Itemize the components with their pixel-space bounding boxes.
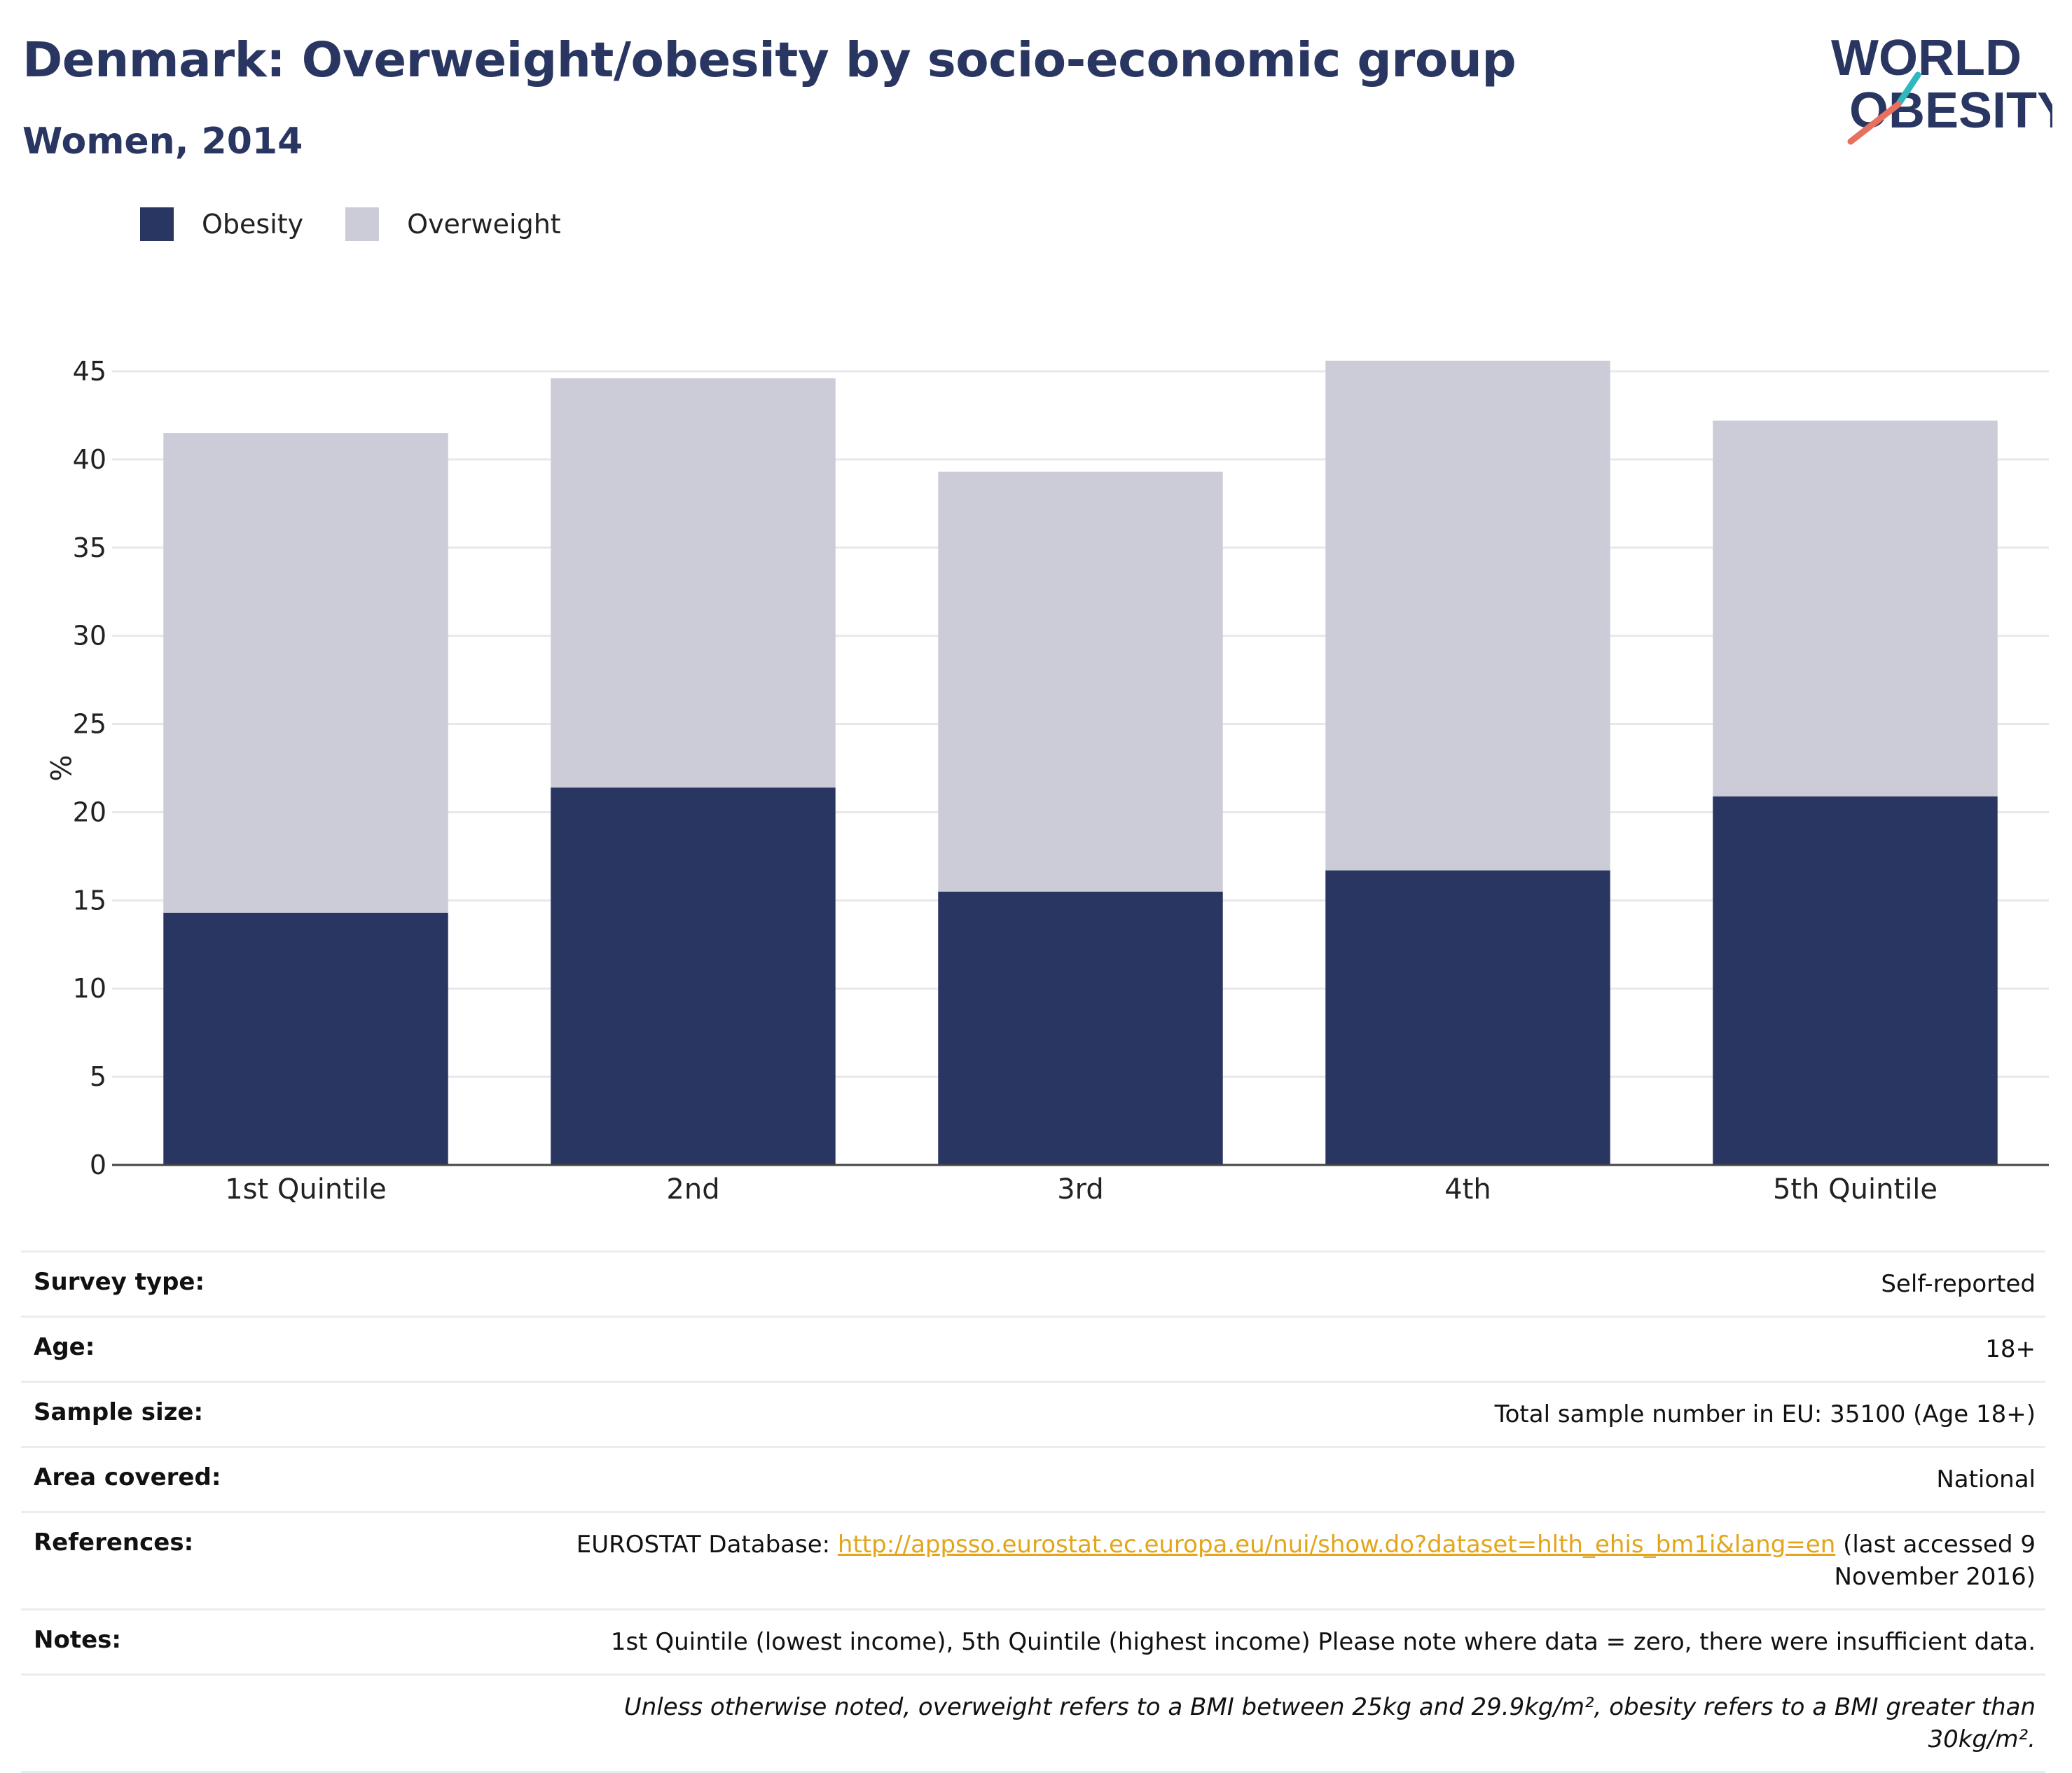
y-tick-label-35: 35 [73, 532, 106, 563]
age-label: Age: [21, 1316, 524, 1382]
bar-obesity-5 [1713, 796, 1998, 1165]
sample-size-value: Total sample number in EU: 35100 (Age 18… [524, 1381, 2045, 1447]
survey-info-table: Survey type: Self-reported Age: 18+ Samp… [21, 1250, 2045, 1773]
logo-text-obesity: OBESITY [1849, 83, 2052, 139]
references-label: References: [21, 1511, 524, 1610]
logo-teal-stroke [1896, 71, 1921, 106]
bar-overweight-4 [1325, 360, 1610, 871]
x-tick-label-4: 4th [1444, 1173, 1491, 1206]
bar-overweight-1 [163, 433, 448, 913]
y-tick-label-10: 10 [73, 973, 106, 1004]
bar-overweight-3 [938, 471, 1223, 892]
x-tick-label-2: 2nd [666, 1173, 719, 1206]
legend-item-overweight[interactable]: Overweight [345, 207, 561, 241]
y-tick-label-20: 20 [73, 796, 106, 827]
survey-type-label: Survey type: [21, 1250, 524, 1317]
info-row-footnote: Unless otherwise noted, overweight refer… [21, 1674, 2045, 1773]
area-label: Area covered: [21, 1446, 524, 1512]
references-value: EUROSTAT Database: http://appsso.eurosta… [524, 1511, 2045, 1610]
y-axis-label: % [43, 754, 76, 781]
y-tick-label-5: 5 [90, 1061, 106, 1092]
info-row-area: Area covered: National [21, 1446, 2045, 1512]
logo-text-world: WORLD [1831, 30, 2022, 86]
info-row-references: References: EUROSTAT Database: http://ap… [21, 1511, 2045, 1610]
area-value: National [524, 1446, 2045, 1512]
x-tick-label-3: 3rd [1057, 1173, 1104, 1206]
x-tick-label-5: 5th Quintile [1773, 1173, 1938, 1206]
references-link[interactable]: http://appsso.eurostat.ec.europa.eu/nui/… [837, 1531, 1836, 1559]
legend-label-obesity: Obesity [202, 209, 304, 240]
bar-overweight-5 [1713, 420, 1998, 796]
legend-swatch-obesity [140, 207, 174, 241]
x-tick-label-1: 1st Quintile [225, 1173, 387, 1206]
sample-size-label: Sample size: [21, 1381, 524, 1447]
notes-value: 1st Quintile (lowest income), 5th Quinti… [524, 1608, 2045, 1675]
age-value: 18+ [524, 1316, 2045, 1382]
bar-obesity-2 [551, 787, 836, 1165]
info-row-notes: Notes: 1st Quintile (lowest income), 5th… [21, 1608, 2045, 1675]
bmi-footnote: Unless otherwise noted, overweight refer… [524, 1674, 2045, 1773]
legend-item-obesity[interactable]: Obesity [140, 207, 303, 241]
legend-label-overweight: Overweight [407, 209, 561, 240]
footnote-spacer [21, 1674, 524, 1773]
references-prefix: EUROSTAT Database: [576, 1531, 838, 1559]
references-suffix: (last accessed 9 November 2016) [1834, 1531, 2036, 1591]
y-tick-label-25: 25 [73, 709, 106, 740]
bar-chart: 0 5 10 15 20 25 30 35 40 45% 1st Quintile 2nd 3rd 4th… [43, 356, 2049, 1206]
info-row-sample-size: Sample size: Total sample number in EU: … [21, 1381, 2045, 1447]
survey-type-value: Self-reported [524, 1250, 2045, 1317]
legend-swatch-overweight [345, 207, 380, 241]
y-tick-label-30: 30 [73, 621, 106, 651]
logo-coral-stroke [1847, 101, 1902, 145]
notes-label: Notes: [21, 1608, 524, 1675]
y-tick-label-45: 45 [73, 356, 106, 387]
info-row-survey-type: Survey type: Self-reported [21, 1250, 2045, 1317]
y-tick-label-0: 0 [90, 1150, 106, 1180]
chart-title: Denmark: Overweight/obesity by socio-eco… [22, 32, 1517, 88]
chart-subtitle: Women, 2014 [22, 120, 303, 163]
bar-obesity-4 [1325, 870, 1610, 1165]
world-obesity-logo: WORLD OBESITY [1831, 30, 2052, 145]
bar-overweight-2 [551, 378, 836, 788]
bar-obesity-1 [163, 912, 448, 1165]
y-tick-label-15: 15 [73, 885, 106, 916]
bar-obesity-3 [938, 891, 1223, 1165]
info-row-age: Age: 18+ [21, 1316, 2045, 1382]
y-tick-label-40: 40 [73, 444, 106, 475]
chart-legend: Obesity Overweight [140, 207, 603, 241]
